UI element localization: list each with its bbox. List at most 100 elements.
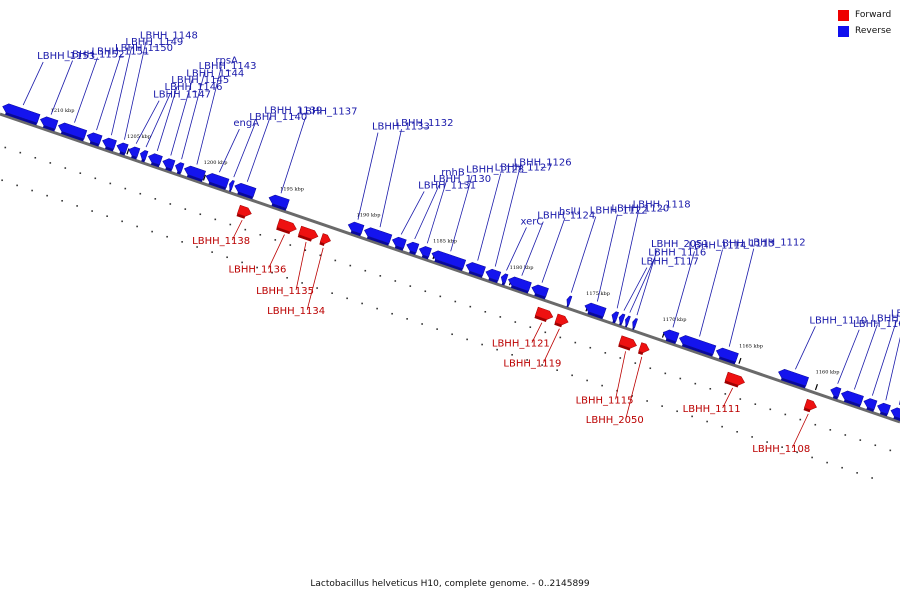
leader-lbhh_1115 — [615, 351, 626, 400]
gene-xerc[interactable] — [499, 273, 509, 286]
gene-lbhh_1114[interactable] — [661, 328, 680, 345]
gene-lbhh_1110[interactable] — [776, 368, 809, 389]
gene-lbhh_1150[interactable] — [85, 131, 103, 147]
gene-lbhh_1147[interactable] — [126, 145, 141, 160]
gene-enga[interactable] — [204, 172, 230, 191]
track-dot — [346, 297, 348, 300]
track-dot — [301, 282, 303, 284]
track-dot — [106, 215, 108, 217]
gene-lbhh_1130[interactable] — [404, 240, 420, 256]
gene-label-lbhh_1116: LBHH_1116 — [648, 248, 706, 259]
gene-lbhh_2050[interactable] — [637, 342, 651, 357]
gene-label-lbhh_1124: LBHH_1124 — [537, 211, 595, 222]
gene-lbhh_1148[interactable] — [115, 141, 129, 156]
gene-lbhh_2051[interactable] — [630, 318, 638, 330]
gene-lbhh_1132[interactable] — [362, 226, 393, 246]
leader-lbhh_1130 — [414, 184, 440, 240]
gene-label-lbhh_1135: LBHH_1135 — [256, 286, 314, 297]
track-dot — [439, 295, 442, 298]
leader-hslu — [541, 217, 566, 283]
gene-label-lbhh_1122: LBHH_1122 — [590, 206, 648, 217]
track-dot — [619, 357, 622, 359]
gene-hslu[interactable] — [530, 283, 549, 300]
track-dot — [319, 254, 322, 257]
gene-lbhh_1139[interactable] — [233, 182, 257, 200]
track-dot — [454, 300, 457, 303]
gene-label-lbhh_1145: LBHH_1145 — [171, 75, 229, 86]
gene-lbhh_1126[interactable] — [484, 268, 502, 284]
gene-lbhh_1113[interactable] — [677, 334, 717, 357]
gene-label-lbhh_1120: LBHH_1120 — [611, 204, 669, 215]
gene-lbhh_1134[interactable] — [319, 233, 332, 248]
tick-label: 1190 kbp — [357, 213, 381, 219]
track-dot — [214, 218, 217, 221]
track-dot — [94, 177, 97, 180]
gene-label-lbhh_1139: LBHH_1139 — [264, 106, 322, 117]
track-dot — [499, 316, 502, 318]
gene-lbhh_1106[interactable] — [862, 397, 878, 412]
gene-lbhh_1115[interactable] — [618, 335, 638, 352]
gene-lbhh_1135[interactable] — [297, 225, 320, 243]
gene-label-lbhh_1107: LBHH_1107 — [871, 313, 900, 324]
gene-lbhh_1119[interactable] — [554, 313, 569, 329]
gene-lbhh_1137[interactable] — [267, 193, 290, 211]
gene-lbhh_1104[interactable] — [889, 406, 900, 422]
track-dot — [634, 362, 637, 364]
leader-lbhh_1118 — [616, 210, 640, 309]
gene-lbhh_1149[interactable] — [100, 136, 117, 152]
gene-label-lbhh_1148: LBHH_1148 — [140, 31, 198, 42]
track-dot — [766, 441, 768, 443]
gene-lbhh_1143[interactable] — [173, 161, 185, 175]
gene-lbhh_1138[interactable] — [236, 204, 253, 220]
gene-lbhh_1128[interactable] — [430, 249, 467, 272]
gene-lbhh_1124[interactable] — [506, 275, 532, 294]
leader-enga — [219, 128, 240, 173]
leader-lbhh_1119 — [543, 328, 560, 363]
gene-rpsa[interactable] — [182, 164, 206, 183]
gene-lbhh_1120[interactable] — [583, 301, 607, 320]
gene-lbhh_1118[interactable] — [610, 311, 620, 324]
track-dot — [709, 387, 712, 390]
gene-label-lbhh_1151: LBHH_1151 — [91, 47, 149, 58]
gene-lbhh_1122[interactable] — [565, 295, 573, 308]
gene-lbhh_1133[interactable] — [346, 220, 365, 237]
gene-lbhh_1127[interactable] — [464, 261, 486, 278]
gene-label-rnhb: rnhB — [441, 167, 465, 178]
gene-rnhb[interactable] — [417, 245, 432, 260]
tick-mark — [202, 174, 206, 181]
gene-label-lbhh_1128: LBHH_1128 — [466, 164, 524, 175]
gene-label-lbhh_2050: LBHH_2050 — [586, 415, 644, 426]
gene-lbhh_1105[interactable] — [875, 402, 891, 417]
gene-lbhh_1108[interactable] — [803, 398, 819, 414]
leader-lbhh_1138 — [231, 219, 243, 241]
track-dot — [586, 379, 588, 382]
leader-lbhh_1134 — [306, 247, 324, 310]
gene-lbhh_1116[interactable] — [623, 315, 631, 328]
gene-lbhh_1107[interactable] — [839, 389, 864, 408]
leader-lbhh_1107 — [853, 324, 878, 390]
gene-label-lbhh_1140: LBHH_1140 — [249, 112, 307, 123]
gene-lbhh_1117[interactable] — [617, 313, 626, 326]
gene-label-lbhh_1121: LBHH_1121 — [492, 339, 550, 350]
track-dot — [226, 256, 228, 259]
gene-lbhh_1121[interactable] — [534, 306, 554, 323]
gene-lbhh_1131[interactable] — [390, 236, 407, 251]
gene-lbhh_1111[interactable] — [724, 371, 746, 389]
gene-lbhh_1145[interactable] — [146, 152, 163, 168]
gene-lbhh_1112[interactable] — [714, 346, 739, 365]
gene-lbhh_1109[interactable] — [828, 386, 842, 400]
leader-lbhh_1151 — [74, 57, 98, 123]
track-dot — [676, 410, 678, 413]
track-dot — [526, 359, 528, 361]
gene-lbhh_1152[interactable] — [38, 115, 59, 132]
gene-lbhh_1151[interactable] — [56, 121, 88, 142]
gene-lbhh_1146[interactable] — [138, 149, 149, 163]
leader-lbhh_1124 — [521, 221, 544, 276]
gene-label-lbhh_1119: LBHH_1119 — [503, 359, 561, 370]
genome-axis — [0, 112, 900, 424]
gene-lbhh_1144[interactable] — [161, 157, 176, 172]
gene-lbhh_1153[interactable] — [0, 102, 41, 126]
gene-lbhh_1140[interactable] — [227, 180, 235, 192]
track-dot — [244, 228, 247, 231]
gene-lbhh_1136[interactable] — [276, 218, 298, 236]
